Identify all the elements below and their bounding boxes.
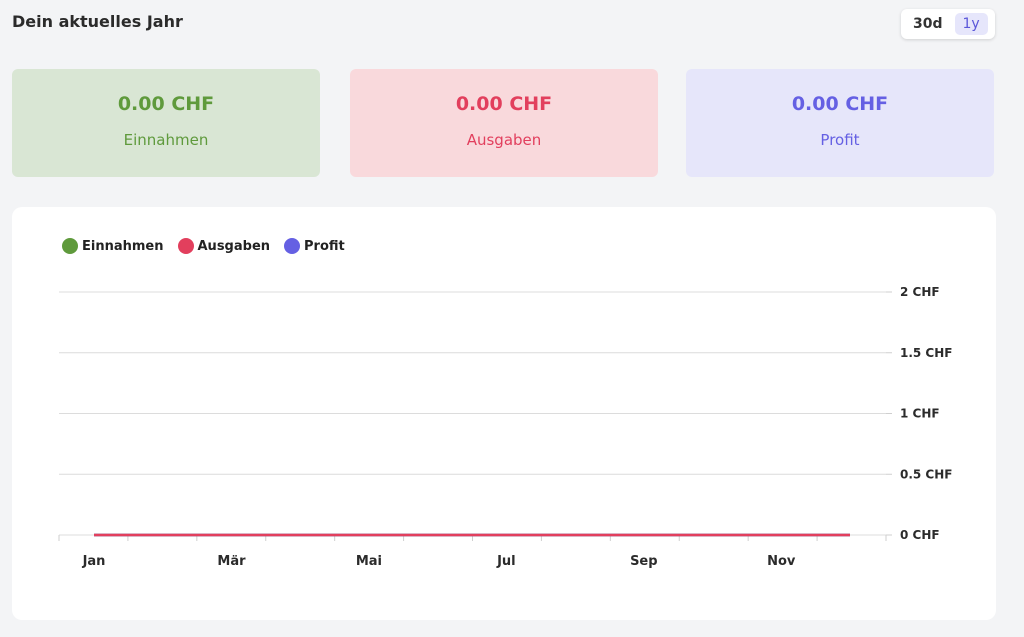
legend-item-ausgaben[interactable]: Ausgaben [177,238,271,254]
y-tick-label: 2 CHF [900,285,940,299]
legend-label: Ausgaben [197,238,271,254]
legend-label: Einnahmen [82,238,164,254]
x-tick-label: Nov [767,554,796,569]
legend-dot-icon [284,238,301,254]
profit-label: Profit [820,131,860,149]
legend-item-einnahmen[interactable]: Einnahmen [62,238,164,254]
income-card: 0.00 CHF Einnahmen [12,69,320,177]
chart-legend: Einnahmen Ausgaben Profit [62,238,345,254]
y-tick-label: 0.5 CHF [900,467,952,481]
x-tick-label: Mär [217,554,246,569]
x-tick-label: Sep [630,554,658,569]
expense-amount: 0.00 CHF [455,93,553,115]
profit-card: 0.00 CHF Profit [686,69,994,177]
range-30d-button[interactable]: 30d [913,16,943,32]
legend-label: Profit [304,238,345,254]
legend-dot-icon [177,238,194,254]
page-title: Dein aktuelles Jahr [12,12,183,31]
line-chart: 2 CHF 1.5 CHF 1 CHF 0.5 CHF 0 CHF Jan Mär Mai Ju… [58,285,952,569]
income-label: Einnahmen [123,131,209,149]
profit-amount: 0.00 CHF [791,93,889,115]
y-tick-label: 1.5 CHF [900,346,952,360]
range-1y-button[interactable]: 1y [954,13,988,35]
income-amount: 0.00 CHF [117,93,215,115]
y-tick-label: 0 CHF [900,528,940,542]
legend-item-profit[interactable]: Profit [284,238,345,254]
expense-card: 0.00 CHF Ausgaben [350,69,658,177]
range-toggle: 30d 1y [901,9,995,39]
x-tick-label: Jul [496,554,516,569]
legend-dot-icon [62,238,78,254]
y-tick-label: 1 CHF [900,407,940,421]
expense-label: Ausgaben [466,131,542,149]
x-tick-label: Jan [82,554,106,569]
chart-card: Einnahmen Ausgaben Profit 2 CHF 1.5 CHF 1 … [12,207,996,620]
x-tick-label: Mai [356,554,382,569]
